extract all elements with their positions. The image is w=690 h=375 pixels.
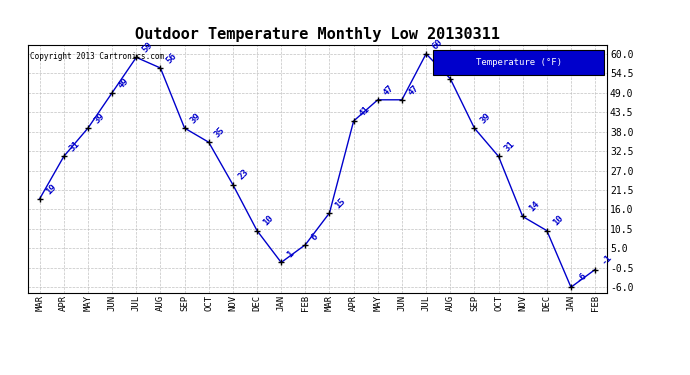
Text: 59: 59 <box>141 40 155 55</box>
Text: 1: 1 <box>286 249 295 259</box>
Text: 35: 35 <box>213 126 227 140</box>
Text: 60: 60 <box>431 37 444 51</box>
Text: 47: 47 <box>382 83 396 97</box>
Text: 49: 49 <box>117 76 130 90</box>
Text: 10: 10 <box>551 214 565 228</box>
Text: Temperature (°F): Temperature (°F) <box>476 58 562 67</box>
Text: 31: 31 <box>503 140 517 154</box>
Text: 56: 56 <box>165 51 179 65</box>
Text: 41: 41 <box>358 104 372 118</box>
FancyBboxPatch shape <box>433 50 604 75</box>
Text: 15: 15 <box>334 196 348 210</box>
Text: 47: 47 <box>406 83 420 97</box>
Text: 19: 19 <box>44 182 58 196</box>
Text: 6: 6 <box>310 232 319 242</box>
Text: 10: 10 <box>262 214 275 228</box>
Text: 39: 39 <box>479 111 493 125</box>
Text: 39: 39 <box>189 111 203 125</box>
Text: -6: -6 <box>575 270 589 284</box>
Text: 23: 23 <box>237 168 251 182</box>
Title: Outdoor Temperature Monthly Low 20130311: Outdoor Temperature Monthly Low 20130311 <box>135 27 500 42</box>
Text: 14: 14 <box>527 200 541 214</box>
Text: -1: -1 <box>600 253 613 267</box>
Text: 31: 31 <box>68 140 82 154</box>
Text: 53: 53 <box>455 62 469 76</box>
Text: 39: 39 <box>92 111 106 125</box>
Text: Copyright 2013 Cartronics.com: Copyright 2013 Cartronics.com <box>30 53 165 62</box>
